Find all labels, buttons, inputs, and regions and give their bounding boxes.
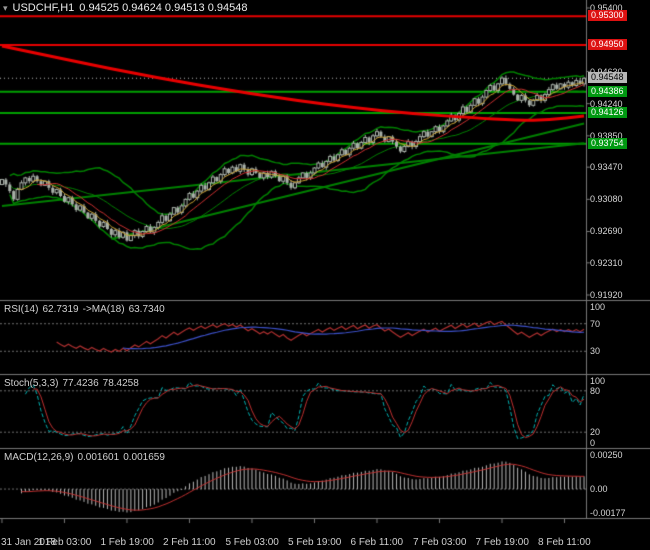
time-axis-label: 2 Feb 11:00 (162, 537, 216, 548)
stoch-value: 77.4236 (62, 378, 99, 389)
macd-value: 0.001601 (77, 452, 120, 463)
rsi-ma-name: ->MA(18) (82, 304, 125, 315)
macd-indicator-label: MACD(12,26,9) 0.001601 0.001659 (4, 452, 169, 463)
stoch-name: Stoch(5,3,3) (4, 378, 59, 389)
time-axis-label: 1 Feb 19:00 (100, 537, 154, 548)
time-axis-label: 7 Feb 19:00 (475, 537, 529, 548)
time-axis[interactable]: 31 Jan 2018 1 Feb 03:00 1 Feb 19:00 2 Feb 1… (0, 519, 650, 550)
chart-title: ▾ USDCHF,H1 0.94525 0.94624 0.94513 0.9454… (3, 2, 252, 14)
time-axis-label: 1 Feb 03:00 (37, 537, 92, 548)
macd-name: MACD(12,26,9) (4, 452, 74, 463)
symbol-marker-icon: ▾ (3, 3, 8, 13)
rsi-indicator-label: RSI(14) 62.7319 ->MA(18) 63.7340 (4, 304, 169, 315)
stoch-signal-value: 78.4258 (102, 378, 139, 389)
time-axis-label: 5 Feb 03:00 (225, 537, 279, 548)
rsi-value: 62.7319 (42, 304, 79, 315)
chart-symbol-timeframe: USDCHF,H1 (12, 2, 75, 14)
time-axis-label: 8 Feb 11:00 (538, 537, 591, 548)
time-axis-label: 31 Jan 2018 (1, 537, 57, 548)
macd-signal-value: 0.001659 (123, 452, 165, 463)
rsi-ma-value: 63.7340 (128, 304, 165, 315)
rsi-name: RSI(14) (4, 304, 39, 315)
time-axis-label: 7 Feb 03:00 (413, 537, 467, 548)
time-axis-label: 6 Feb 11:00 (350, 537, 404, 548)
chart-ohlc-values: 0.94525 0.94624 0.94513 0.94548 (79, 2, 248, 14)
stoch-indicator-label: Stoch(5,3,3) 77.4236 78.4258 (4, 378, 143, 389)
time-axis-label: 5 Feb 19:00 (287, 537, 342, 548)
